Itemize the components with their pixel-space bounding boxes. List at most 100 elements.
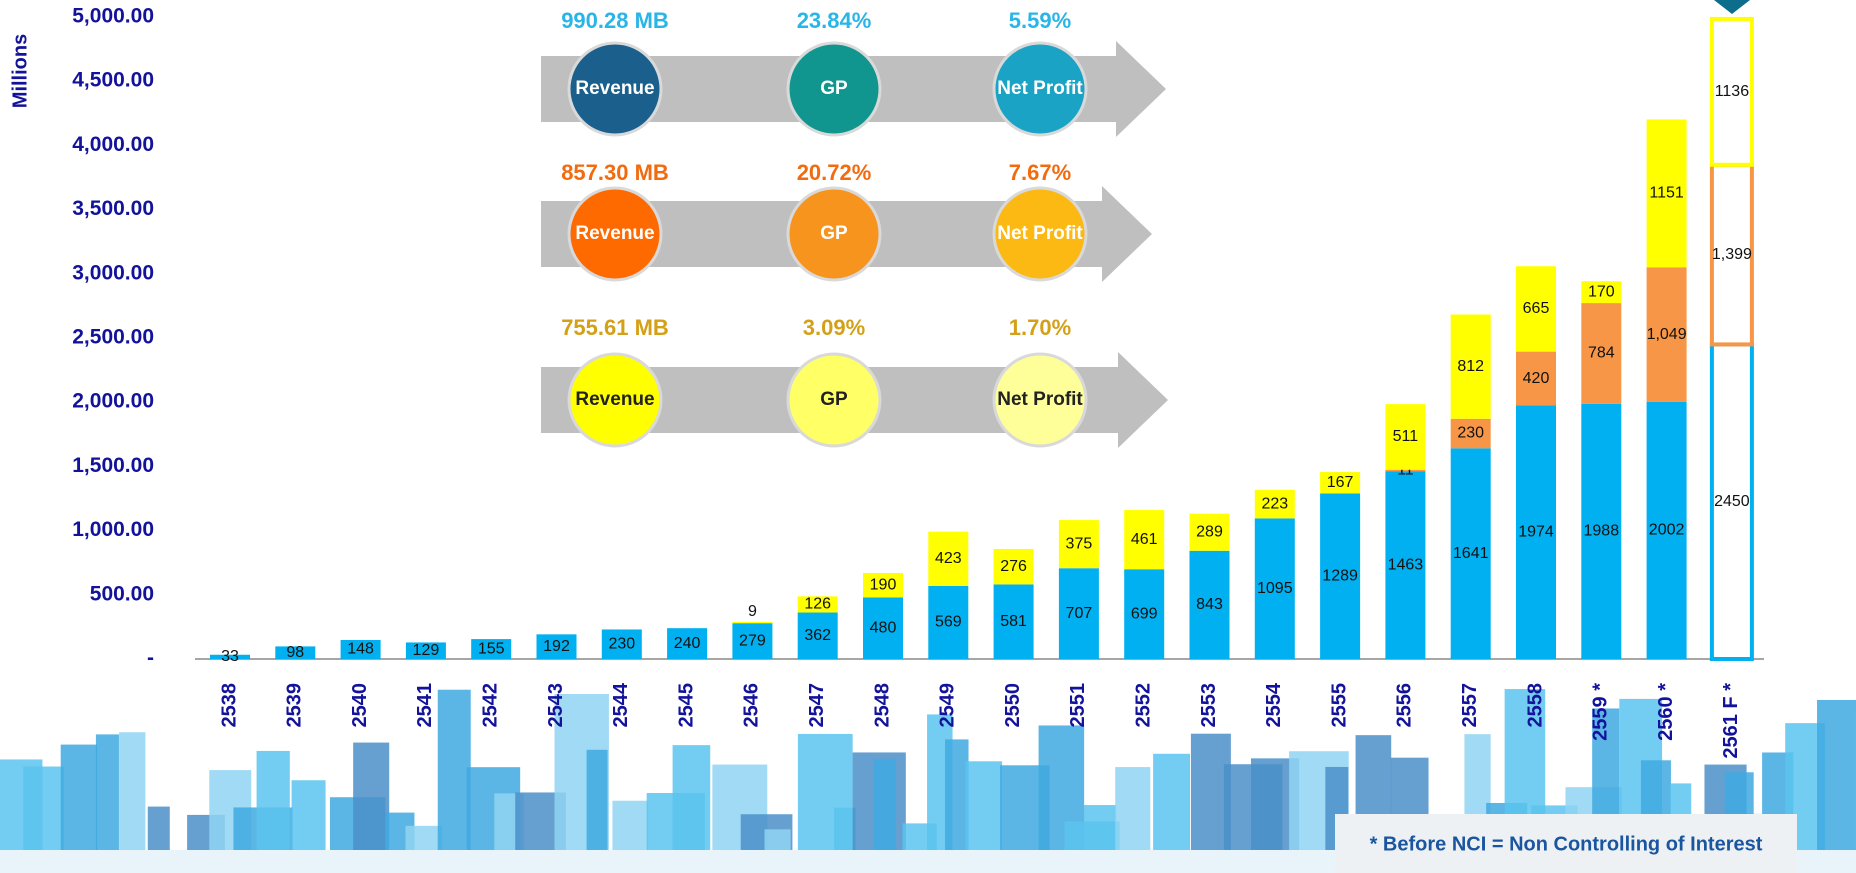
bar-segment bbox=[1516, 405, 1556, 659]
bar-segment bbox=[797, 596, 838, 613]
bar-segment bbox=[1254, 489, 1295, 519]
bar-segment bbox=[993, 548, 1034, 585]
data-label: 126 bbox=[804, 596, 831, 613]
bar-segment bbox=[1254, 518, 1295, 659]
bar-segment bbox=[1058, 520, 1099, 569]
y-tick-label: 3,500.00 bbox=[72, 197, 154, 220]
bar-segment bbox=[1516, 351, 1556, 406]
badge bbox=[567, 352, 663, 448]
headline: 3.09% bbox=[803, 315, 865, 340]
headline: 1.70% bbox=[1009, 315, 1071, 340]
bar-segment bbox=[405, 642, 446, 659]
data-label: 1289 bbox=[1322, 567, 1358, 584]
bar-segment bbox=[1320, 472, 1361, 494]
bar-segment bbox=[1189, 513, 1230, 551]
data-label: 1974 bbox=[1518, 523, 1554, 540]
data-label: 362 bbox=[804, 627, 831, 644]
data-label: 812 bbox=[1457, 358, 1484, 375]
x-tick-label: 2548 bbox=[871, 683, 893, 728]
building bbox=[945, 739, 969, 873]
bar-segment bbox=[1581, 303, 1622, 404]
badge-label: Revenue bbox=[575, 78, 654, 99]
x-tick-label: 2538 bbox=[218, 683, 240, 728]
bar-segment bbox=[1385, 471, 1426, 659]
y-tick-label: 2,500.00 bbox=[72, 326, 154, 349]
data-label: 192 bbox=[543, 638, 570, 655]
x-tick-label: 2561 F * bbox=[1720, 683, 1742, 759]
bar-segment bbox=[993, 584, 1034, 659]
x-tick-label: 2544 bbox=[610, 682, 632, 727]
badge-label: Net Profit bbox=[997, 78, 1083, 99]
x-tick-label: 2540 bbox=[349, 683, 371, 728]
data-label: 223 bbox=[1261, 495, 1288, 512]
data-label: 707 bbox=[1066, 605, 1093, 622]
bar-segment bbox=[1124, 510, 1165, 570]
bar-segment bbox=[732, 623, 773, 659]
data-label: 230 bbox=[608, 635, 635, 652]
headline: 857.30 MB bbox=[561, 160, 669, 185]
bar-segment bbox=[1450, 448, 1491, 659]
data-label: 148 bbox=[347, 641, 374, 658]
data-label: 511 bbox=[1393, 428, 1419, 445]
bar-segment bbox=[1516, 266, 1556, 352]
y-tick-label: 4,000.00 bbox=[72, 133, 154, 156]
badge bbox=[992, 352, 1088, 448]
data-label: 784 bbox=[1588, 345, 1615, 362]
data-label: 230 bbox=[1457, 425, 1484, 442]
y-tick-label: 500.00 bbox=[90, 582, 154, 605]
bar-segment bbox=[1385, 404, 1426, 470]
bar-segment bbox=[210, 654, 250, 659]
data-label: 1,049 bbox=[1647, 326, 1687, 343]
bar-segment bbox=[863, 597, 903, 659]
data-label: 480 bbox=[870, 619, 897, 636]
bar-segment bbox=[1646, 267, 1687, 402]
y-tick-label: 5,000.00 bbox=[72, 5, 154, 28]
data-label: 1988 bbox=[1584, 523, 1620, 540]
y-tick-label: 2,000.00 bbox=[72, 390, 154, 413]
data-label: 1095 bbox=[1257, 580, 1293, 597]
badge-label: Revenue bbox=[575, 223, 654, 244]
y-axis-title: Millions bbox=[9, 34, 31, 108]
data-label: 33 bbox=[221, 648, 239, 665]
x-tick-label: 2555 bbox=[1328, 683, 1350, 728]
bar-segment bbox=[667, 628, 708, 659]
data-label: 279 bbox=[739, 632, 766, 649]
bar-segment bbox=[1450, 418, 1491, 449]
data-label: 1641 bbox=[1453, 545, 1489, 562]
bar-segment bbox=[928, 531, 969, 586]
data-label: 423 bbox=[935, 550, 962, 567]
y-tick-label: - bbox=[147, 647, 154, 670]
building bbox=[437, 689, 471, 873]
data-label: 581 bbox=[1000, 613, 1027, 630]
badge bbox=[786, 352, 882, 448]
y-tick-label: 4,500.00 bbox=[72, 69, 154, 92]
bar-segment bbox=[732, 622, 773, 624]
x-tick-label: 2553 bbox=[1198, 683, 1220, 728]
badge bbox=[567, 186, 663, 282]
bar-segment bbox=[797, 612, 838, 659]
bar-segment bbox=[340, 639, 381, 659]
headline: 23.84% bbox=[797, 8, 872, 33]
data-label: 665 bbox=[1523, 300, 1550, 317]
headline: 20.72% bbox=[797, 160, 872, 185]
bar-segment bbox=[601, 629, 642, 659]
data-label: 699 bbox=[1131, 605, 1158, 622]
x-tick-label: 2543 bbox=[545, 683, 567, 728]
data-label: 2002 bbox=[1649, 522, 1685, 539]
badge bbox=[786, 186, 882, 282]
x-tick-label: 2552 bbox=[1132, 683, 1154, 728]
x-tick-label: 2549 bbox=[937, 683, 959, 728]
y-tick-label: 1,500.00 bbox=[72, 454, 154, 477]
building bbox=[586, 749, 608, 873]
badge bbox=[567, 41, 663, 137]
bar-segment bbox=[1646, 119, 1687, 268]
bar-segment bbox=[536, 634, 577, 659]
badge-label: Revenue bbox=[575, 389, 654, 410]
x-tick-label: 2547 bbox=[806, 683, 828, 728]
bar-segment bbox=[1709, 16, 1754, 167]
x-tick-label: 2556 bbox=[1394, 683, 1416, 728]
headline: 755.61 MB bbox=[561, 315, 669, 340]
badge-label: Net Profit bbox=[997, 389, 1083, 410]
